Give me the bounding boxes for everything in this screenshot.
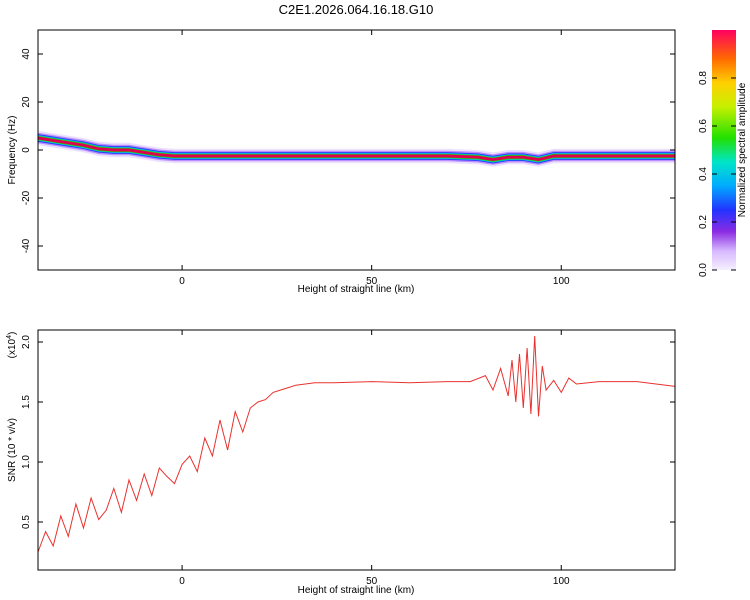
snr-series-line	[38, 335, 675, 553]
colorbar-axes: 0.0 0.2 0.4 0.6 0.8	[698, 71, 736, 277]
spectrogram-y-tick-label: -40	[21, 238, 32, 253]
snr-y-label: SNR (10 * v/v)	[7, 418, 18, 482]
spectrogram-x-label: Height of straight line (km)	[298, 284, 415, 295]
snr-panel: 0 50 100 2.0 1.5 1.0 0.5 Height of straight li…	[6, 329, 676, 596]
spectrogram-y-tick-label: 40	[21, 48, 32, 60]
spectrogram-x-tick-label: 50	[366, 276, 378, 287]
snr-plot-area	[38, 330, 675, 570]
snr-x-tick-label: 100	[553, 576, 570, 587]
spectrogram-x-tick-label: 0	[179, 276, 185, 287]
snr-y-tick-label: 1.0	[21, 455, 32, 469]
spectrogram-y-tick-label: 0	[21, 147, 32, 153]
colorbar-tick-label: 0.0	[698, 263, 709, 277]
snr-x-label: Height of straight line (km)	[298, 585, 415, 596]
colorbar-tick-label: 0.8	[698, 71, 709, 85]
snr-y-tick-label: 1.5	[21, 395, 32, 409]
snr-x-tick-label: 50	[366, 576, 378, 587]
snr-frame	[37, 329, 676, 571]
snr-x-tick-label: 0	[179, 576, 185, 587]
snr-y-tick-label: 2.0	[21, 335, 32, 349]
colorbar-gradient	[712, 30, 736, 270]
spectrogram-panel: 0 50 100 40 20 0 -20 -40 Height of straight lin…	[7, 29, 676, 295]
colorbar-tick-label: 0.6	[698, 119, 709, 133]
spectrogram-y-label: Frequency (Hz)	[7, 116, 18, 185]
snr-axes: 0 50 100 2.0 1.5 1.0 0.5	[21, 330, 675, 587]
spectrogram-y-tick-label: -20	[21, 190, 32, 205]
spectrogram-x-tick-label: 100	[553, 276, 570, 287]
colorbar-tick-label: 0.4	[698, 167, 709, 181]
colorbar-label: Normalized spectral amplitude	[737, 82, 748, 217]
snr-y-multiplier: (x104)	[6, 332, 18, 359]
spectrogram-axes: 0 50 100 40 20 0 -20 -40	[21, 30, 675, 287]
snr-y-tick-label: 0.5	[21, 515, 32, 529]
spectrogram-heatmap	[38, 130, 675, 167]
spectrogram-y-tick-label: 20	[21, 96, 32, 108]
heatmap-band-core	[38, 136, 675, 162]
colorbar-tick-label: 0.2	[698, 215, 709, 229]
colorbar: 0.0 0.2 0.4 0.6 0.8 Normalized spectral ampl…	[698, 30, 748, 277]
chart-title: C2E1.2026.064.16.18.G10	[279, 2, 434, 17]
